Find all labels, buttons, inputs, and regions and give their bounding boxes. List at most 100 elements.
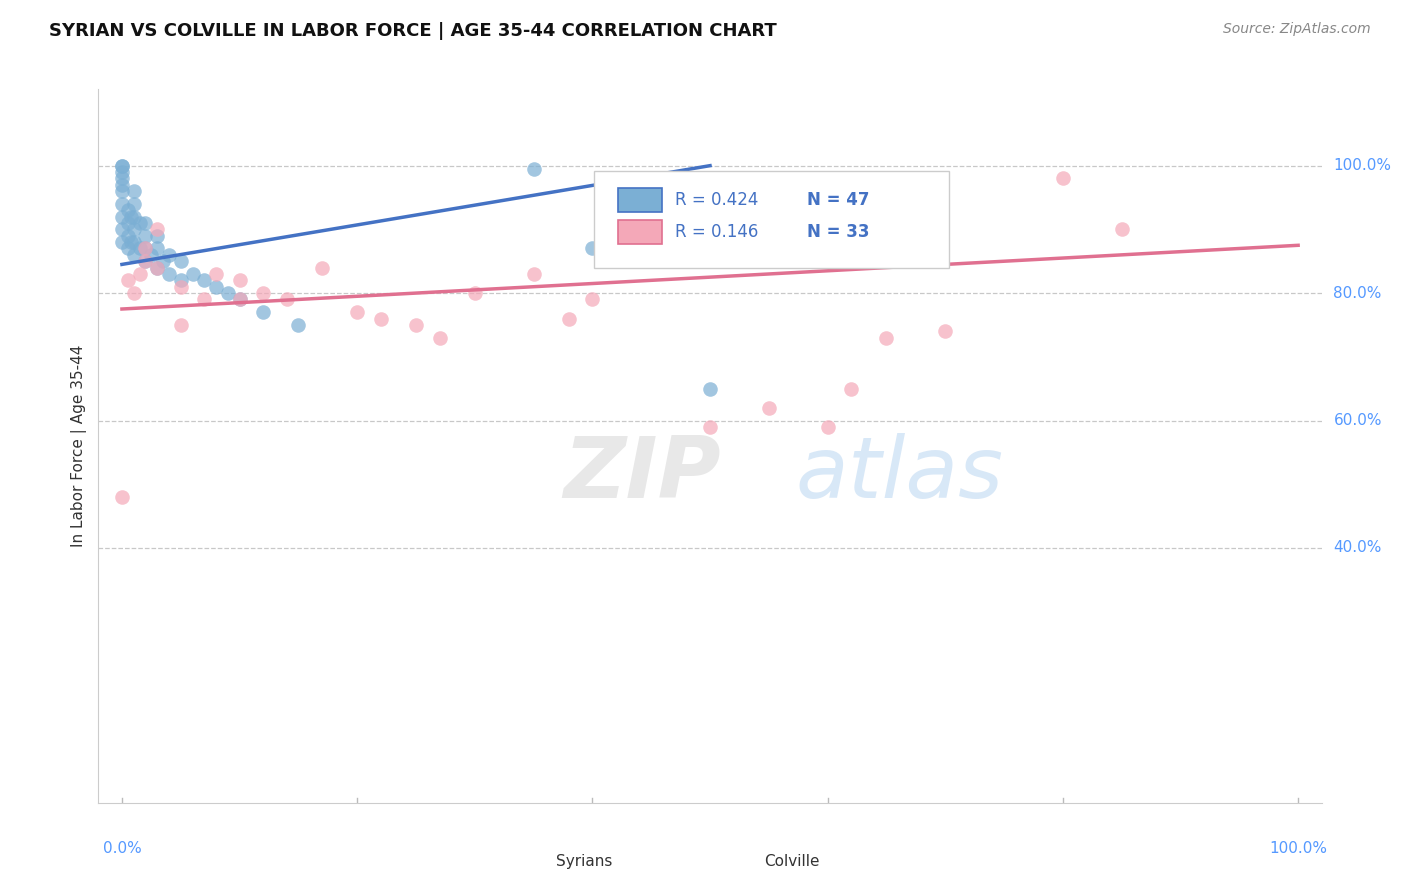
Point bbox=[111, 210, 134, 224]
FancyBboxPatch shape bbox=[619, 219, 662, 244]
Text: 60.0%: 60.0% bbox=[1333, 413, 1382, 428]
Point bbox=[111, 235, 134, 249]
Point bbox=[758, 401, 780, 415]
Point bbox=[875, 331, 897, 345]
Point bbox=[523, 161, 546, 176]
Text: Source: ZipAtlas.com: Source: ZipAtlas.com bbox=[1223, 22, 1371, 37]
Point bbox=[141, 248, 163, 262]
FancyBboxPatch shape bbox=[593, 171, 949, 268]
Point bbox=[558, 311, 581, 326]
Point bbox=[111, 165, 134, 179]
Point bbox=[146, 242, 169, 256]
Point bbox=[252, 286, 274, 301]
Point bbox=[523, 267, 546, 281]
Point bbox=[120, 235, 142, 249]
Point bbox=[581, 242, 603, 256]
Text: atlas: atlas bbox=[796, 433, 1004, 516]
Point bbox=[311, 260, 333, 275]
Point bbox=[111, 490, 134, 504]
Point bbox=[134, 228, 156, 243]
Text: R = 0.146: R = 0.146 bbox=[675, 223, 758, 241]
Point bbox=[205, 279, 228, 293]
Point bbox=[134, 242, 156, 256]
Point bbox=[128, 216, 150, 230]
Point bbox=[581, 293, 603, 307]
Point bbox=[117, 273, 139, 287]
Point bbox=[120, 210, 142, 224]
Point bbox=[111, 222, 134, 236]
Point bbox=[405, 318, 427, 332]
Text: Colville: Colville bbox=[763, 854, 820, 869]
Point bbox=[117, 203, 139, 218]
Point bbox=[217, 286, 239, 301]
Point bbox=[170, 318, 193, 332]
Text: 0.0%: 0.0% bbox=[103, 841, 142, 856]
Point bbox=[839, 382, 862, 396]
Point bbox=[152, 254, 174, 268]
Text: ZIP: ZIP bbox=[564, 433, 721, 516]
Point bbox=[111, 184, 134, 198]
Point bbox=[228, 273, 250, 287]
Point bbox=[111, 159, 134, 173]
Point bbox=[934, 324, 956, 338]
Text: R = 0.424: R = 0.424 bbox=[675, 191, 758, 209]
Point bbox=[193, 273, 215, 287]
Point bbox=[122, 286, 145, 301]
Point bbox=[252, 305, 274, 319]
Point bbox=[128, 242, 150, 256]
Point bbox=[111, 159, 134, 173]
Point bbox=[699, 420, 721, 434]
Point bbox=[146, 228, 169, 243]
Text: N = 33: N = 33 bbox=[807, 223, 869, 241]
Point bbox=[134, 242, 156, 256]
Point bbox=[464, 286, 486, 301]
Point bbox=[181, 267, 204, 281]
Point bbox=[346, 305, 368, 319]
Point bbox=[146, 222, 169, 236]
Point bbox=[122, 184, 145, 198]
Point bbox=[699, 382, 721, 396]
Point bbox=[122, 210, 145, 224]
FancyBboxPatch shape bbox=[720, 851, 759, 872]
Point bbox=[146, 260, 169, 275]
Point bbox=[205, 267, 228, 281]
Point bbox=[817, 420, 839, 434]
Point bbox=[1052, 171, 1074, 186]
Point bbox=[134, 254, 156, 268]
Point bbox=[228, 293, 250, 307]
Point bbox=[111, 171, 134, 186]
Point bbox=[170, 279, 193, 293]
Point bbox=[276, 293, 298, 307]
Point bbox=[134, 254, 156, 268]
Text: 100.0%: 100.0% bbox=[1333, 158, 1392, 173]
Point bbox=[122, 235, 145, 249]
Point bbox=[122, 222, 145, 236]
Point bbox=[134, 216, 156, 230]
Point bbox=[117, 228, 139, 243]
Point bbox=[1111, 222, 1133, 236]
FancyBboxPatch shape bbox=[512, 851, 551, 872]
Point bbox=[193, 293, 215, 307]
Text: SYRIAN VS COLVILLE IN LABOR FORCE | AGE 35-44 CORRELATION CHART: SYRIAN VS COLVILLE IN LABOR FORCE | AGE … bbox=[49, 22, 778, 40]
Point bbox=[170, 273, 193, 287]
Y-axis label: In Labor Force | Age 35-44: In Labor Force | Age 35-44 bbox=[72, 345, 87, 547]
Text: N = 47: N = 47 bbox=[807, 191, 869, 209]
Point bbox=[146, 260, 169, 275]
Point bbox=[157, 267, 180, 281]
Text: 100.0%: 100.0% bbox=[1270, 841, 1327, 856]
Point bbox=[170, 254, 193, 268]
Point bbox=[117, 242, 139, 256]
Point bbox=[287, 318, 309, 332]
Point bbox=[370, 311, 392, 326]
Point bbox=[122, 197, 145, 211]
Point bbox=[117, 216, 139, 230]
Point bbox=[429, 331, 451, 345]
Point bbox=[157, 248, 180, 262]
Text: 40.0%: 40.0% bbox=[1333, 541, 1382, 556]
Point bbox=[228, 293, 250, 307]
FancyBboxPatch shape bbox=[619, 187, 662, 212]
Point bbox=[111, 197, 134, 211]
Text: 80.0%: 80.0% bbox=[1333, 285, 1382, 301]
Text: Syrians: Syrians bbox=[555, 854, 612, 869]
Point bbox=[111, 178, 134, 192]
